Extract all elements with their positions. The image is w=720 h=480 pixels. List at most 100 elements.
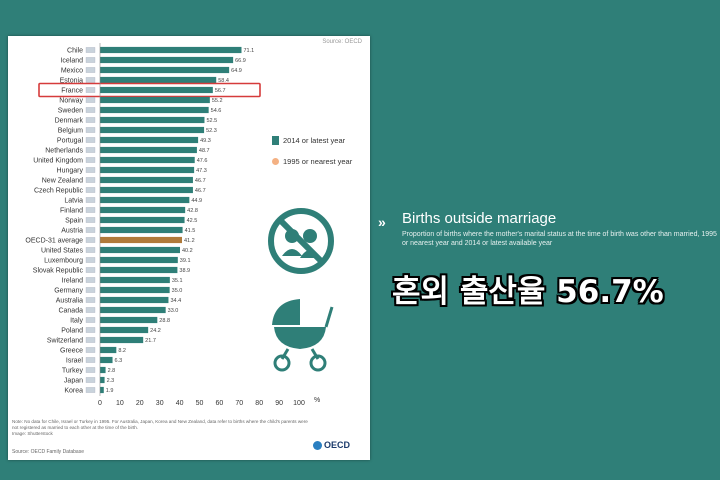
flag-icon — [85, 277, 96, 283]
flag-icon — [85, 337, 96, 343]
data-label: 48.7 — [199, 148, 210, 154]
bar — [100, 246, 180, 254]
headline-title: Births outside marriage — [402, 210, 557, 227]
bar — [100, 146, 197, 154]
flag-icon — [85, 257, 96, 263]
data-label: 28.8 — [159, 318, 170, 324]
chevron-right-icon: » — [378, 214, 386, 230]
category-label: Mexico — [61, 67, 83, 74]
legend: 2014 or latest year 1995 or nearest year — [272, 136, 352, 178]
bar — [100, 306, 166, 314]
chart-note: Note: No data for Chile, Israel or Turke… — [12, 419, 312, 437]
data-label: 47.3 — [196, 168, 207, 174]
category-label: Finland — [60, 207, 83, 214]
illustration-icons — [266, 206, 336, 375]
category-label: Ireland — [62, 277, 84, 284]
flag-icon — [85, 317, 96, 323]
category-label: Australia — [56, 297, 83, 304]
data-label: 52.5 — [206, 118, 217, 124]
data-label: 71.1 — [243, 48, 254, 54]
flag-icon — [85, 127, 96, 133]
flag-icon — [85, 347, 96, 353]
category-label: Austria — [61, 227, 83, 234]
flag-icon — [85, 367, 96, 373]
x-tick-label: 30 — [156, 400, 164, 407]
data-label: 24.2 — [150, 328, 161, 334]
bar — [100, 106, 209, 114]
x-unit-label: % — [314, 397, 320, 404]
data-label: 41.2 — [184, 238, 195, 244]
bar — [100, 56, 234, 64]
category-label: Japan — [64, 377, 83, 384]
data-label: 33.0 — [168, 308, 179, 314]
bar — [100, 116, 205, 124]
bar — [100, 126, 205, 134]
flag-icon — [85, 97, 96, 103]
bar — [100, 226, 183, 234]
category-label: Portugal — [57, 137, 84, 144]
category-label: Belgium — [58, 127, 83, 134]
flag-icon — [85, 237, 96, 243]
flag-icon — [85, 287, 96, 293]
category-label: Slovak Republic — [33, 267, 84, 274]
source-bottom-text: Source: OECD Family Database — [12, 449, 84, 455]
category-label: Turkey — [62, 367, 84, 374]
category-label: Netherlands — [45, 147, 83, 154]
data-label: 1.9 — [106, 388, 114, 394]
category-label: Korea — [64, 387, 83, 394]
category-label: Norway — [59, 97, 83, 104]
data-label: 8.2 — [118, 348, 126, 354]
flag-icon — [85, 187, 96, 193]
data-label: 54.6 — [211, 108, 222, 114]
data-label: 58.4 — [218, 78, 229, 84]
data-label: 47.6 — [197, 158, 208, 164]
data-label: 35.1 — [172, 278, 183, 284]
bar — [100, 356, 113, 364]
data-label: 34.4 — [170, 298, 181, 304]
oecd-logo-text: OECD — [323, 440, 350, 450]
data-label: 66.9 — [235, 58, 246, 64]
bar — [100, 376, 105, 384]
bar — [100, 136, 199, 144]
flag-icon — [85, 57, 96, 63]
x-tick-label: 10 — [116, 400, 124, 407]
flag-icon — [85, 137, 96, 143]
category-label: Latvia — [64, 197, 83, 204]
bar — [100, 316, 158, 324]
bar — [100, 166, 195, 174]
bar — [100, 296, 169, 304]
x-tick-label: 20 — [136, 400, 144, 407]
data-label: 49.3 — [200, 138, 211, 144]
data-label: 39.1 — [180, 258, 191, 264]
bar — [100, 186, 193, 194]
korean-caption: 혼외 출산율 56.7% — [392, 274, 664, 310]
category-label: Estonia — [60, 77, 83, 84]
category-label: France — [61, 87, 83, 94]
legend-item-latest: 2014 or latest year — [272, 136, 352, 145]
category-label: Greece — [60, 347, 83, 354]
x-tick-label: 80 — [255, 400, 263, 407]
legend-swatch-latest — [272, 136, 279, 145]
flag-icon — [85, 247, 96, 253]
x-tick-label: 60 — [216, 400, 224, 407]
data-label: 2.8 — [108, 368, 116, 374]
flag-icon — [85, 267, 96, 273]
x-tick-label: 70 — [235, 400, 243, 407]
category-label: Luxembourg — [44, 257, 83, 264]
category-label: Denmark — [55, 117, 84, 124]
oecd-logo-icon — [312, 440, 322, 450]
bar — [100, 326, 149, 334]
flag-icon — [85, 217, 96, 223]
data-label: 6.3 — [115, 358, 123, 364]
data-label: 2.3 — [107, 378, 115, 384]
bar — [100, 386, 104, 394]
data-label: 42.5 — [187, 218, 198, 224]
bar-chart: Chile 71.1 Iceland 66.9 Mexico 64.9 Estonia 58.… — [25, 43, 320, 407]
category-label: Switzerland — [47, 337, 83, 344]
flag-icon — [85, 357, 96, 363]
flag-icon — [85, 87, 96, 93]
bar — [100, 256, 178, 264]
flag-icon — [85, 117, 96, 123]
category-label: Czech Republic — [34, 187, 84, 194]
data-label: 35.0 — [172, 288, 183, 294]
